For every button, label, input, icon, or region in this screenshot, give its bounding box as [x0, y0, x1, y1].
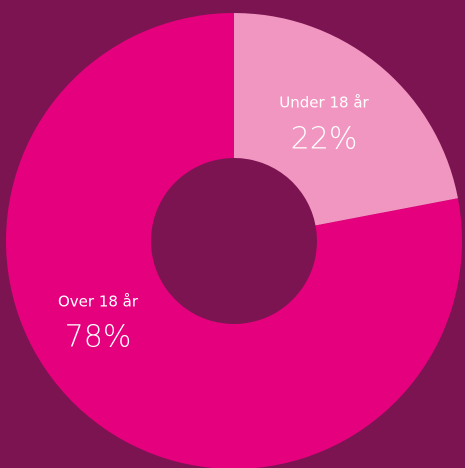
slice-value-label: 78%: [65, 320, 132, 355]
donut-slice: [6, 13, 462, 468]
slice-value-label: 22%: [291, 122, 358, 157]
slice-name: Over 18 år: [58, 293, 139, 311]
slice-name: Under 18 år: [279, 94, 369, 112]
donut-slice: [234, 13, 458, 226]
